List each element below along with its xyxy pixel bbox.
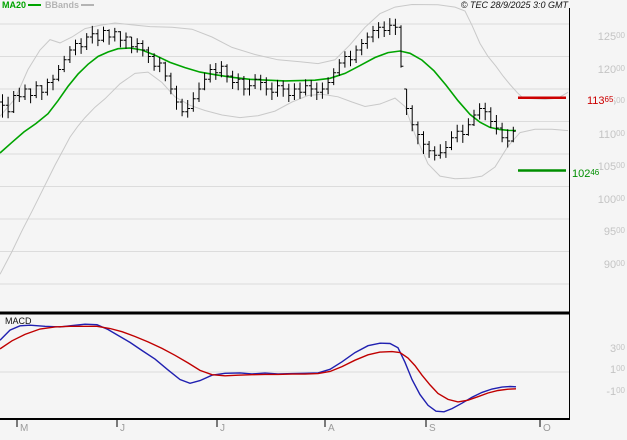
price-axis-label: 10500	[597, 161, 625, 173]
price-axis-label: 11000	[598, 128, 625, 141]
signal-line	[0, 325, 517, 403]
ohlc-bars	[0, 18, 516, 161]
bollinger-upper-line	[0, 3, 569, 117]
support-price-tag: 10246	[571, 163, 601, 182]
macd-panel-label: MACD	[5, 316, 32, 326]
price-axis-label: 9500	[603, 226, 625, 238]
time-axis-line	[0, 418, 570, 420]
price-axis-label: 12000	[597, 63, 625, 76]
bollinger-lower-line	[0, 71, 569, 275]
month-label: O	[543, 423, 551, 434]
macd-axis-label: -100	[606, 385, 625, 398]
ma20-legend-line-icon	[28, 4, 42, 6]
macd-axis-label: 300	[609, 342, 625, 355]
panel-separator	[0, 311, 570, 315]
bbands-legend-line-icon	[81, 4, 95, 6]
bbands-legend-label: BBands	[45, 0, 80, 10]
legend: MA20 BBands	[2, 0, 98, 10]
copyright-text: © TEC 28/9/2025 3:0 GMT	[460, 0, 568, 10]
macd-axis-label: 100	[609, 364, 625, 377]
month-label: J	[120, 423, 125, 434]
ma20-line	[0, 47, 517, 154]
month-label: J	[220, 423, 225, 434]
month-label: M	[20, 423, 29, 434]
month-label: A	[328, 423, 335, 434]
price-axis-label: 9000	[603, 258, 625, 271]
resistance-price-tag: 11365	[586, 90, 615, 109]
price-axis-label: 12500	[597, 31, 625, 43]
ma20-legend-label: MA20	[2, 0, 27, 10]
macd-line	[0, 323, 517, 413]
month-label: S	[429, 423, 436, 434]
price-axis-label: 10000	[597, 193, 625, 206]
